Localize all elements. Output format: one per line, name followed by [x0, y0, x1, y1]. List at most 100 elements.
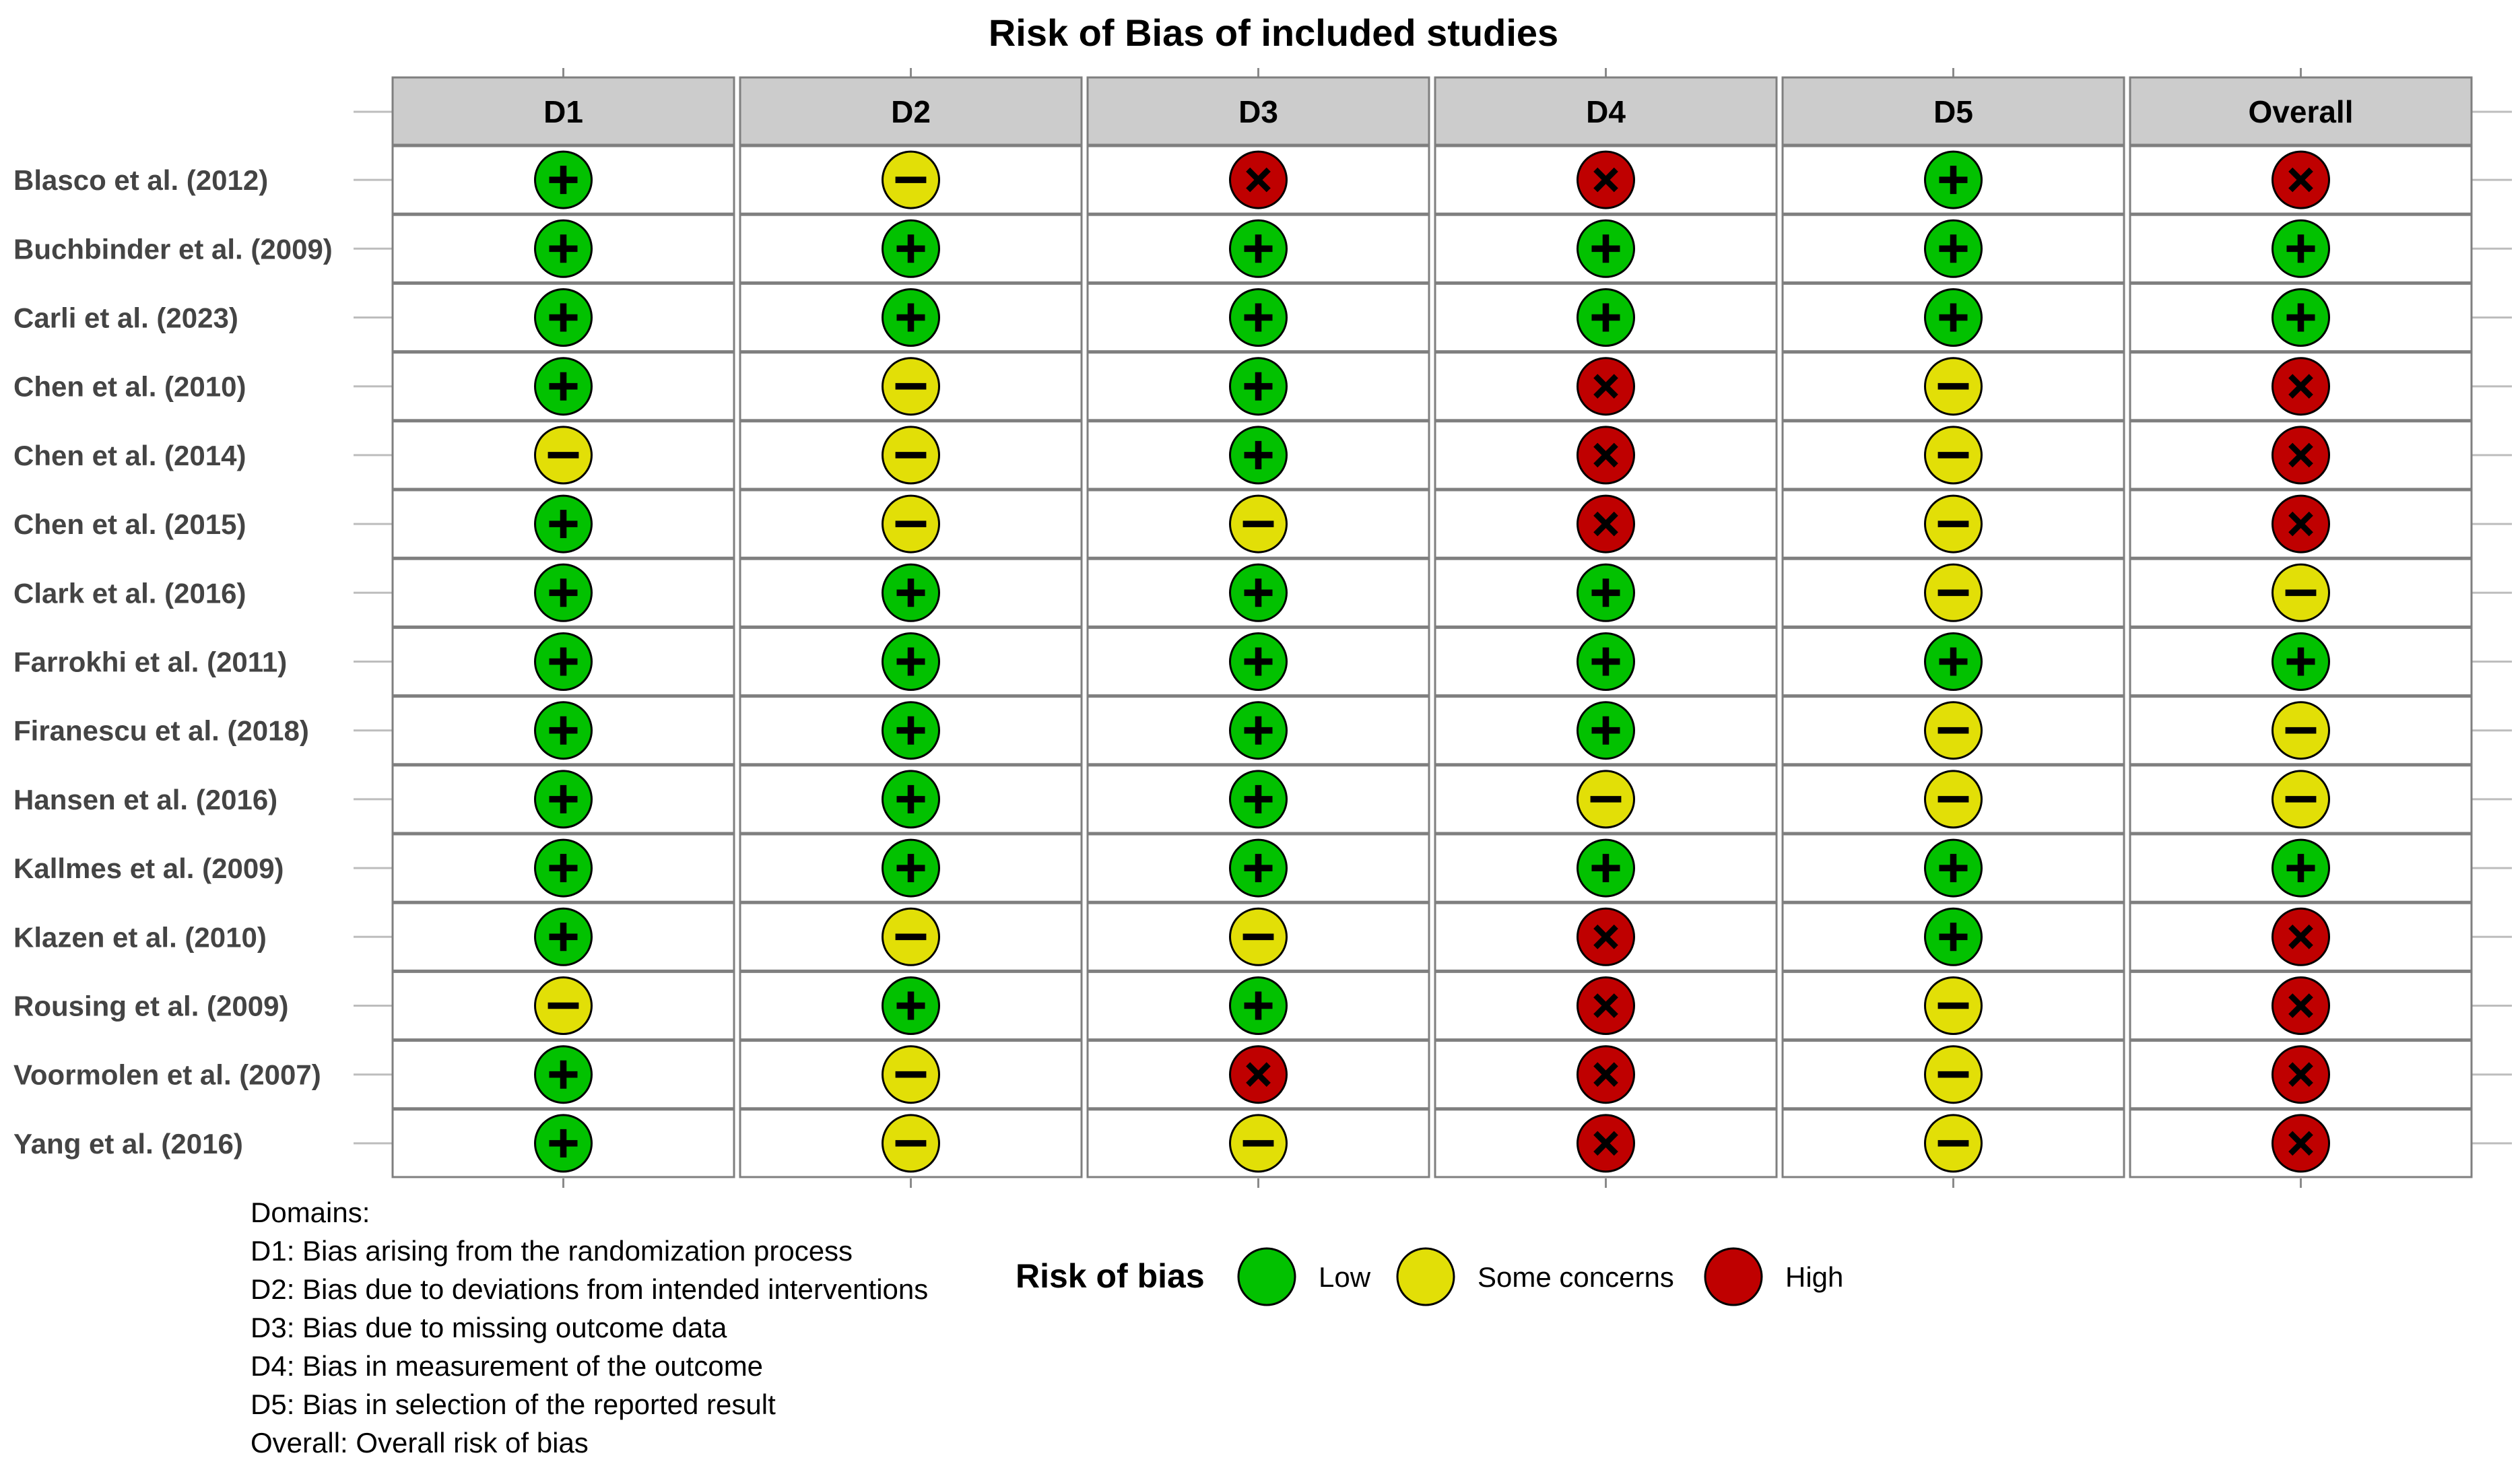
column-header-d3: D3	[1238, 94, 1278, 129]
cross-icon	[1593, 1131, 1618, 1156]
judgement-low	[1924, 219, 1983, 278]
study-label: Blasco et al. (2012)	[13, 164, 268, 196]
cross-icon	[2288, 1131, 2313, 1156]
judgement-high	[1577, 1045, 1635, 1104]
judgement-high	[1577, 976, 1635, 1035]
domain-description: D2: Bias due to deviations from intended…	[251, 1273, 928, 1305]
column-header-box	[739, 76, 1083, 146]
judgement-low	[534, 632, 593, 691]
cross-icon	[1593, 374, 1618, 399]
cross-icon	[1593, 1062, 1618, 1088]
judgement-high	[2272, 357, 2330, 416]
column-header-box	[1781, 76, 2125, 146]
judgement-low	[1229, 426, 1288, 485]
legend-swatch-some	[1396, 1247, 1455, 1306]
cross-icon	[1593, 511, 1618, 537]
judgement-low	[534, 219, 593, 278]
judgement-some	[1229, 1114, 1288, 1173]
cross-icon	[1593, 167, 1618, 193]
judgement-some	[1924, 770, 1983, 829]
judgement-high	[2272, 150, 2330, 209]
cross-icon	[2288, 511, 2313, 537]
study-label: Hansen et al. (2016)	[13, 784, 277, 815]
judgement-some	[1229, 907, 1288, 966]
judgement-some	[1924, 701, 1983, 760]
judgement-some	[1924, 1045, 1983, 1104]
judgement-high	[2272, 426, 2330, 485]
judgement-low	[1229, 632, 1288, 691]
judgement-low	[1229, 357, 1288, 416]
domain-description: D5: Bias in selection of the reported re…	[251, 1389, 776, 1420]
judgement-low	[1577, 838, 1635, 898]
study-label: Voormolen et al. (2007)	[13, 1059, 321, 1091]
judgement-some	[1924, 357, 1983, 416]
study-label: Klazen et al. (2010)	[13, 921, 267, 953]
domain-description: D1: Bias arising from the randomization …	[251, 1235, 853, 1267]
judgement-some	[1924, 426, 1983, 485]
judgement-high	[1229, 1045, 1288, 1104]
judgement-low	[534, 838, 593, 898]
judgement-low	[882, 219, 940, 278]
judgement-low	[534, 1045, 593, 1104]
chart-title: Risk of Bias of included studies	[989, 11, 1558, 54]
judgement-low	[2272, 219, 2330, 278]
study-label: Chen et al. (2010)	[13, 371, 246, 403]
judgement-some	[2272, 770, 2330, 829]
cross-icon	[1593, 442, 1618, 468]
judgement-low	[1229, 563, 1288, 622]
legend-title: Risk of bias	[1016, 1257, 1205, 1295]
cross-icon	[2288, 1062, 2313, 1088]
judgement-some	[882, 1045, 940, 1104]
judgement-high	[2272, 1045, 2330, 1104]
study-label: Yang et al. (2016)	[13, 1128, 243, 1160]
judgement-some	[534, 426, 593, 485]
judgement-low	[1229, 219, 1288, 278]
cross-icon	[2288, 993, 2313, 1018]
cross-icon	[2288, 374, 2313, 399]
judgement-low	[1577, 219, 1635, 278]
judgement-low	[2272, 288, 2330, 347]
domain-description: Overall: Overall risk of bias	[251, 1427, 589, 1459]
judgement-low	[1577, 288, 1635, 347]
judgement-low	[1924, 907, 1983, 966]
study-label: Chen et al. (2015)	[13, 508, 246, 540]
judgement-high	[1577, 907, 1635, 966]
column-header-box	[391, 76, 735, 146]
judgement-some	[882, 907, 940, 966]
judgement-some	[2272, 563, 2330, 622]
cross-icon	[2288, 924, 2313, 949]
column-header-box	[1086, 76, 1430, 146]
judgement-low	[534, 494, 593, 554]
judgement-low	[1229, 976, 1288, 1035]
judgement-low	[534, 563, 593, 622]
judgement-low	[1229, 288, 1288, 347]
column-header-box	[1434, 76, 1778, 146]
judgement-low	[534, 907, 593, 966]
legend-swatch-high	[1704, 1247, 1763, 1306]
legend-label-some: Some concerns	[1478, 1261, 1674, 1293]
judgement-some	[2272, 701, 2330, 760]
judgement-low	[882, 770, 940, 829]
column-header-d4: D4	[1586, 94, 1626, 129]
study-label: Farrokhi et al. (2011)	[13, 646, 287, 678]
legend-label-low: Low	[1319, 1261, 1371, 1293]
judgement-low	[1229, 770, 1288, 829]
judgement-some	[882, 494, 940, 554]
judgement-some	[882, 426, 940, 485]
column-header-box	[2129, 76, 2473, 146]
legend-label-high: High	[1785, 1261, 1843, 1293]
cross-icon	[1246, 1062, 1271, 1088]
judgement-some	[1924, 976, 1983, 1035]
judgement-low	[1924, 288, 1983, 347]
judgement-some	[1924, 563, 1983, 622]
cross-icon	[1593, 993, 1618, 1018]
judgement-low	[2272, 838, 2330, 898]
judgement-low	[882, 701, 940, 760]
judgement-low	[1924, 632, 1983, 691]
judgement-high	[1577, 494, 1635, 554]
judgement-high	[1577, 1114, 1635, 1173]
cross-icon	[2288, 167, 2313, 193]
study-label: Rousing et al. (2009)	[13, 991, 288, 1022]
judgement-high	[1577, 357, 1635, 416]
